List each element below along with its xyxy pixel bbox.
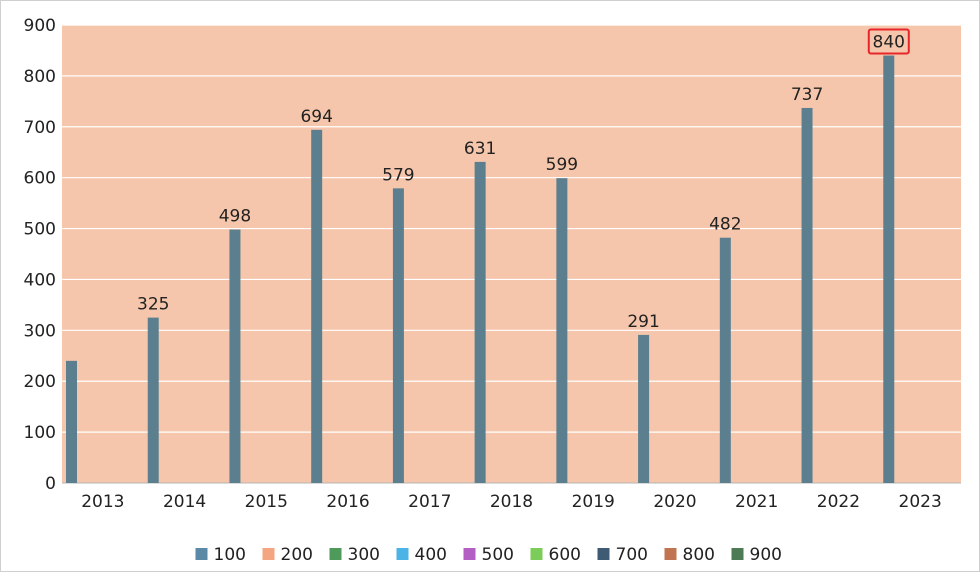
y-tick-label: 300 bbox=[24, 321, 56, 341]
y-tick-label: 200 bbox=[24, 372, 56, 392]
x-tick-label: 2021 bbox=[735, 492, 778, 512]
bar bbox=[638, 334, 650, 483]
bar bbox=[147, 317, 159, 483]
legend-swatch bbox=[597, 548, 610, 560]
y-tick-label: 100 bbox=[24, 423, 56, 443]
x-tick-label: 2015 bbox=[245, 492, 288, 512]
legend-swatch bbox=[731, 548, 744, 560]
legend-label: 800 bbox=[683, 545, 715, 565]
legend-label: 500 bbox=[482, 545, 514, 565]
x-tick-label: 2018 bbox=[490, 492, 533, 512]
bar bbox=[474, 161, 486, 483]
x-tick-label: 2022 bbox=[817, 492, 860, 512]
legend-swatch bbox=[530, 548, 543, 560]
data-label: 599 bbox=[546, 155, 578, 175]
legend-label: 900 bbox=[750, 545, 782, 565]
bar bbox=[311, 129, 323, 483]
x-tick-label: 2017 bbox=[408, 492, 451, 512]
x-tick-label: 2013 bbox=[81, 492, 124, 512]
y-tick-label: 600 bbox=[24, 169, 56, 189]
legend-label: 200 bbox=[281, 545, 313, 565]
plot-area bbox=[62, 25, 961, 483]
legend-swatch bbox=[396, 548, 409, 560]
bar bbox=[229, 229, 241, 483]
y-tick-label: 400 bbox=[24, 270, 56, 290]
y-tick-label: 500 bbox=[24, 220, 56, 240]
x-tick-label: 2014 bbox=[163, 492, 206, 512]
data-label: 694 bbox=[300, 107, 332, 127]
bar bbox=[556, 178, 568, 484]
legend-swatch bbox=[195, 548, 208, 560]
legend-swatch bbox=[463, 548, 476, 560]
x-tick-label: 2023 bbox=[899, 492, 942, 512]
bar bbox=[66, 360, 77, 483]
legend-label: 300 bbox=[348, 545, 380, 565]
y-tick-label: 700 bbox=[24, 118, 56, 138]
data-label: 840 bbox=[873, 33, 905, 53]
data-label: 291 bbox=[627, 312, 659, 332]
data-label: 737 bbox=[791, 85, 823, 105]
data-label: 498 bbox=[219, 207, 251, 227]
data-label: 325 bbox=[137, 295, 169, 315]
legend-swatch bbox=[664, 548, 677, 560]
bar bbox=[883, 55, 895, 484]
data-label-highlight-box bbox=[867, 28, 910, 55]
legend-label: 400 bbox=[415, 545, 447, 565]
x-tick-label: 2016 bbox=[326, 492, 369, 512]
data-label: 482 bbox=[709, 215, 741, 235]
legend-label: 700 bbox=[616, 545, 648, 565]
data-label: 631 bbox=[464, 139, 496, 159]
data-label: 579 bbox=[382, 165, 414, 185]
legend-swatch bbox=[262, 548, 275, 560]
y-tick-label: 800 bbox=[24, 67, 56, 87]
bar bbox=[719, 237, 731, 483]
bar bbox=[801, 107, 813, 484]
y-tick-label: 900 bbox=[24, 16, 56, 36]
y-tick-label: 0 bbox=[45, 474, 56, 494]
x-tick-label: 2019 bbox=[572, 492, 615, 512]
x-tick-label: 2020 bbox=[653, 492, 696, 512]
legend-label: 600 bbox=[549, 545, 581, 565]
bar bbox=[392, 188, 404, 483]
legend-label: 100 bbox=[214, 545, 246, 565]
legend-swatch bbox=[329, 548, 342, 560]
